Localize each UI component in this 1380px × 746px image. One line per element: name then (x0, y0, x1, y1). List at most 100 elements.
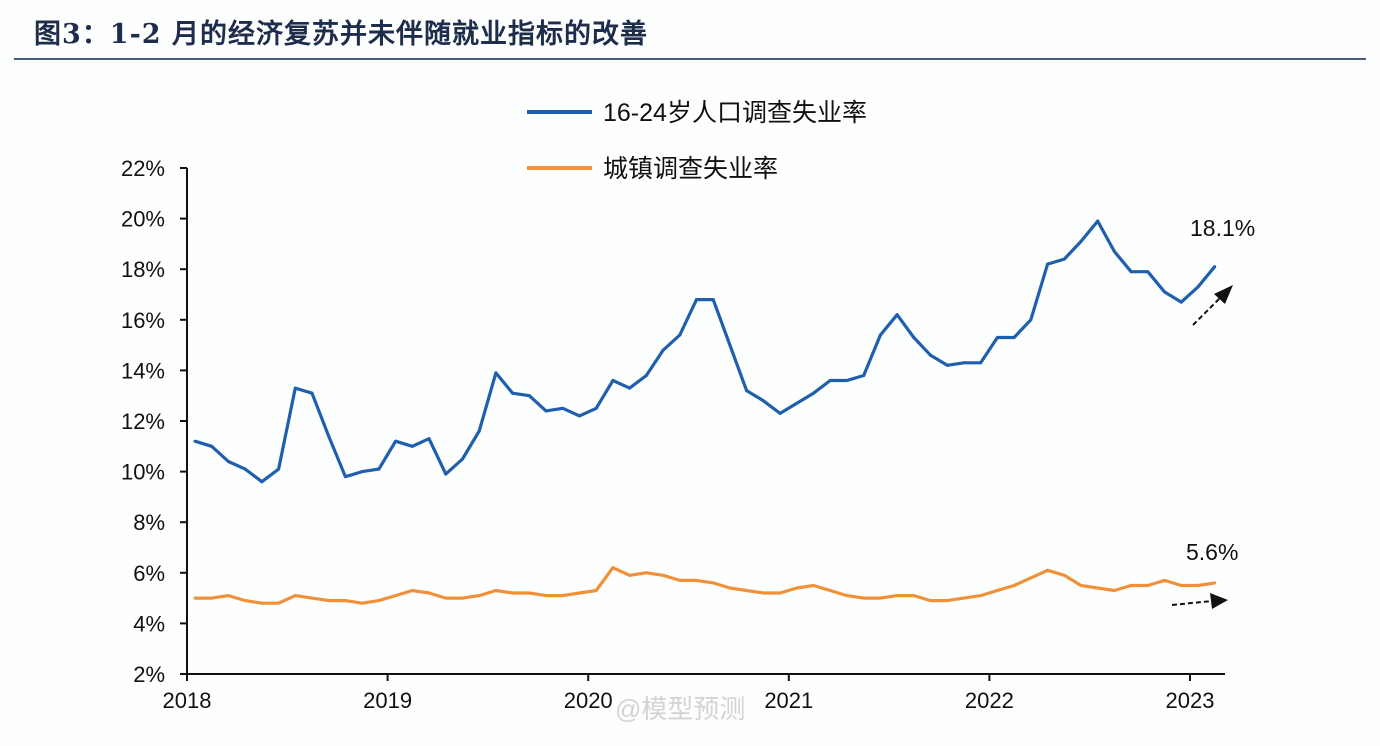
data-point (862, 373, 866, 377)
data-point (511, 591, 515, 595)
data-point (711, 581, 715, 585)
y-tick-label: 8% (133, 510, 165, 535)
data-point (460, 596, 464, 600)
data-point (845, 594, 849, 598)
annotation-urban-latest: 5.6% (1186, 539, 1238, 565)
data-point (1012, 583, 1016, 587)
data-point (812, 391, 816, 395)
data-point (494, 589, 498, 593)
data-point (661, 573, 665, 577)
data-point (745, 589, 749, 593)
x-tick-label: 2018 (163, 688, 212, 713)
legend-label-youth: 16-24岁人口调查失业率 (603, 99, 867, 127)
data-point (1062, 257, 1066, 261)
data-point (260, 480, 264, 484)
y-tick-label: 2% (133, 662, 165, 687)
data-point (527, 591, 531, 595)
data-point (728, 343, 732, 347)
data-point (912, 336, 916, 340)
data-point (644, 571, 648, 575)
data-point (962, 596, 966, 600)
data-point (544, 409, 548, 413)
arrow-right-icon (1171, 593, 1228, 609)
series-line-youth-unemployment (194, 219, 1216, 484)
data-point (945, 363, 949, 367)
data-point (1012, 336, 1016, 340)
x-tick-label: 2019 (363, 688, 412, 713)
y-tick-label: 10% (121, 460, 165, 485)
data-point (410, 444, 414, 448)
data-point (895, 594, 899, 598)
data-point (377, 599, 381, 603)
x-tick-label: 2021 (764, 688, 813, 713)
title-divider (14, 58, 1366, 60)
data-point (1079, 583, 1083, 587)
data-point (210, 596, 214, 600)
data-point (795, 401, 799, 405)
data-point (1029, 318, 1033, 322)
data-point (878, 596, 882, 600)
legend-label-urban: 城镇调查失业率 (603, 155, 778, 183)
data-point (945, 599, 949, 603)
data-point (761, 591, 765, 595)
data-point (327, 434, 331, 438)
data-point (912, 594, 916, 598)
data-point (929, 599, 933, 603)
data-point (761, 399, 765, 403)
y-tick-label: 4% (133, 611, 165, 636)
data-point (343, 475, 347, 479)
data-point (728, 586, 732, 590)
data-point (327, 599, 331, 603)
data-point (394, 439, 398, 443)
data-point (243, 467, 247, 471)
data-point (995, 336, 999, 340)
data-point (1129, 270, 1133, 274)
data-point (678, 333, 682, 337)
data-point (444, 596, 448, 600)
data-point (494, 371, 498, 375)
data-point (745, 389, 749, 393)
data-point (711, 298, 715, 302)
data-point (611, 379, 615, 383)
data-point (644, 373, 648, 377)
data-point (527, 394, 531, 398)
watermark: @模型预测 (615, 694, 745, 724)
data-point (277, 467, 281, 471)
data-point (661, 348, 665, 352)
data-point (895, 313, 899, 317)
y-tick-label: 16% (121, 308, 165, 333)
data-point (477, 429, 481, 433)
data-point (1079, 239, 1083, 243)
data-point (628, 386, 632, 390)
data-point (577, 414, 581, 418)
data-point (544, 594, 548, 598)
data-point (828, 589, 832, 593)
data-point (1046, 568, 1050, 572)
data-point (695, 578, 698, 582)
data-point (193, 439, 197, 443)
series-line-urban-unemployment (195, 566, 1215, 605)
data-point (1129, 583, 1133, 587)
y-tick-label: 14% (121, 358, 165, 383)
data-point (795, 586, 799, 590)
data-point (979, 594, 983, 598)
x-tick-label: 2023 (1166, 688, 1215, 713)
data-point (293, 386, 297, 390)
data-point (243, 599, 247, 603)
data-point (962, 361, 966, 365)
data-point (477, 594, 481, 598)
data-point (1196, 285, 1200, 289)
data-point (1196, 583, 1200, 587)
data-point (995, 589, 999, 593)
data-point (1112, 589, 1116, 593)
data-point (511, 391, 515, 395)
y-tick-label: 20% (121, 207, 165, 232)
data-point (594, 589, 598, 593)
data-point (577, 591, 581, 595)
data-point (778, 411, 782, 415)
data-point (1146, 583, 1150, 587)
data-point (1096, 219, 1100, 223)
data-point (862, 596, 866, 600)
x-tick-label: 2022 (965, 688, 1014, 713)
data-point (410, 589, 414, 593)
